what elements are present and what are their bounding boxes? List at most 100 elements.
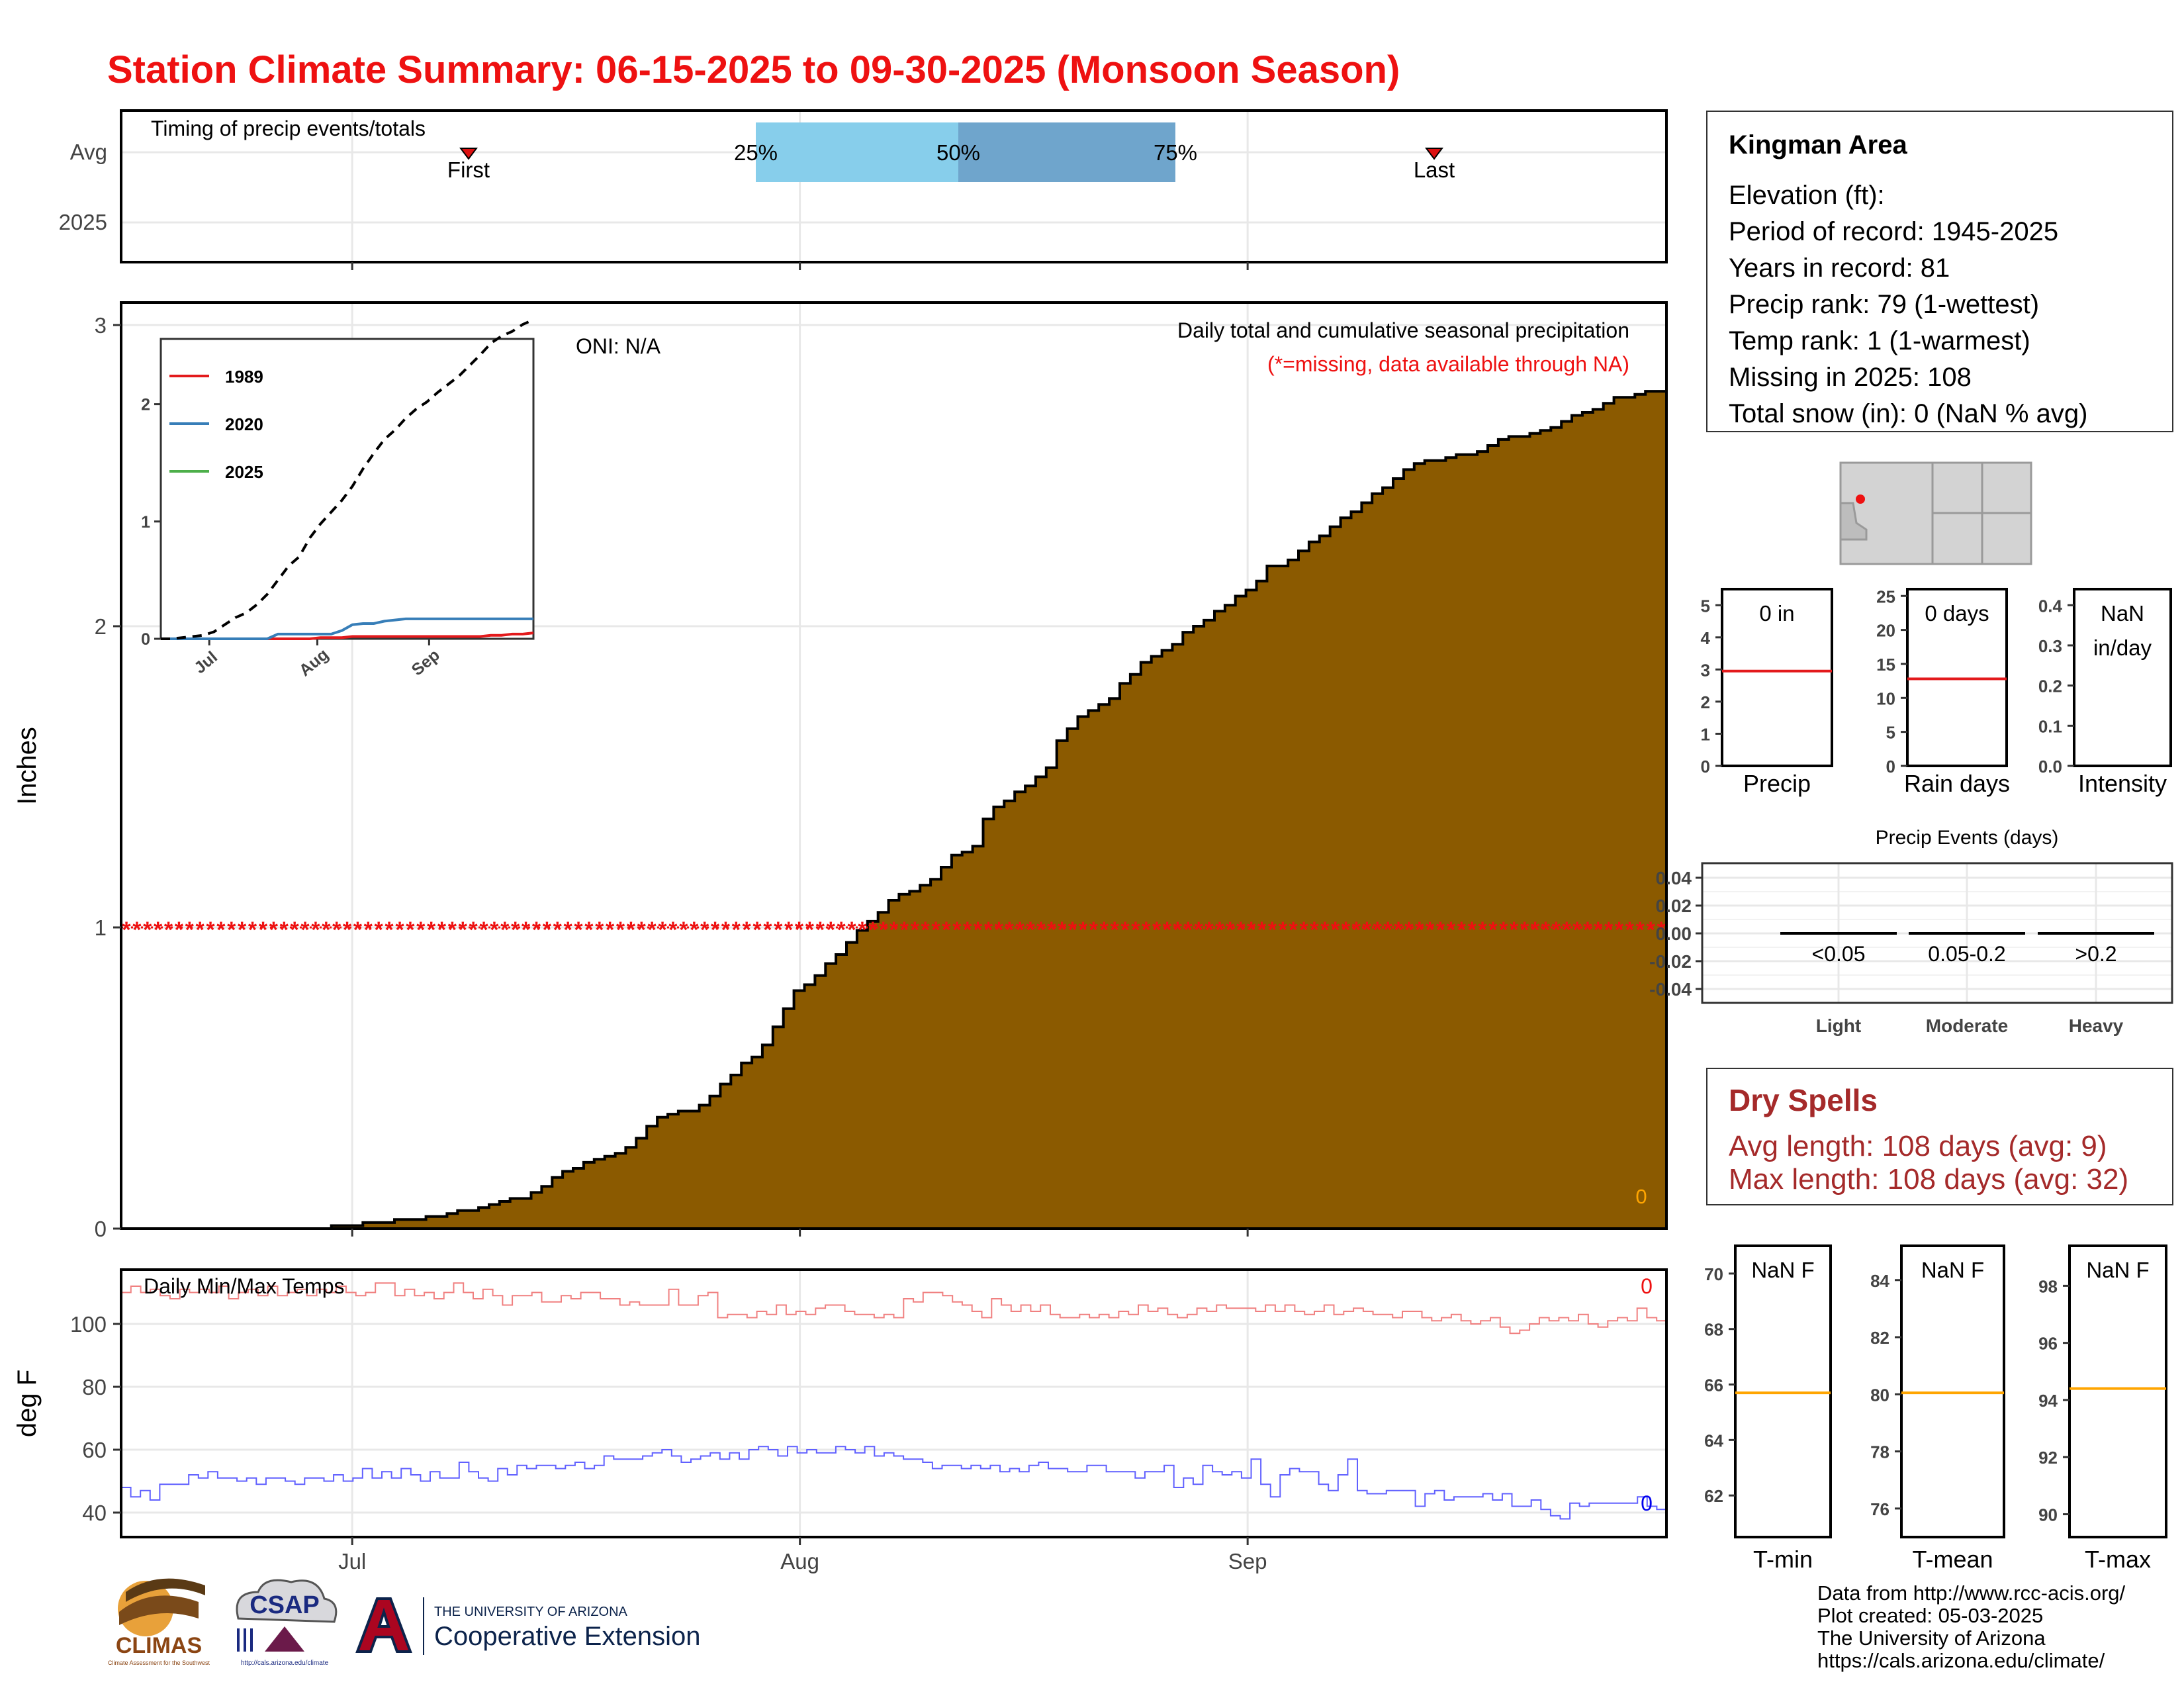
y-tick-label: 94 xyxy=(2038,1391,2058,1411)
y-tick-label: Avg xyxy=(70,140,107,164)
y-tick-label: 10 xyxy=(1876,688,1895,708)
inset-x-tick-label: Aug xyxy=(296,645,332,680)
missing-data-marker: * xyxy=(269,917,279,943)
missing-data-marker: * xyxy=(1047,917,1056,943)
locator-map-borders xyxy=(1931,463,2031,564)
inset-frame xyxy=(159,338,535,640)
summary-value-label: in/day xyxy=(2093,635,2152,660)
missing-data-marker: * xyxy=(343,917,352,943)
y-tick-label: 1 xyxy=(95,915,107,940)
page-title: Station Climate Summary: 06-15-2025 to 0… xyxy=(107,48,1400,91)
missing-data-marker: * xyxy=(711,917,720,943)
missing-data-marker: * xyxy=(563,917,572,943)
missing-data-marker: * xyxy=(1320,917,1330,943)
missing-data-marker: * xyxy=(164,917,173,943)
missing-data-marker: * xyxy=(1647,917,1656,943)
missing-data-marker: * xyxy=(1110,917,1119,943)
missing-data-marker: * xyxy=(448,917,457,943)
dry-spells-box: Dry Spells Avg length: 108 days (avg: 9)… xyxy=(1706,1068,2173,1205)
climas-logo-subtext: Climate Assessment for the Southwest xyxy=(108,1660,210,1666)
summary-panel-label: Intensity xyxy=(2078,770,2167,797)
climas-logo: CLIMAS Climate Assessment for the Southw… xyxy=(108,1578,210,1666)
missing-data-marker: * xyxy=(1015,917,1024,943)
events-panel-title: Precip Events (days) xyxy=(1876,827,2059,849)
missing-data-marker: * xyxy=(479,917,488,943)
missing-data-marker: * xyxy=(827,917,836,943)
summary-panel-frame xyxy=(2068,1244,2167,1538)
precip-summary-panels: 0 1 2 3 4 5 0 in Precip 0 5 10 15 20 25 0 days Rain day… xyxy=(1701,586,2172,797)
event-bar-label: >0.2 xyxy=(2075,942,2116,966)
missing-data-marker: * xyxy=(1289,917,1298,943)
missing-data-marker: * xyxy=(952,917,962,943)
missing-data-marker: * xyxy=(300,917,310,943)
locator-map xyxy=(1839,461,2032,565)
station-name: Kingman Area xyxy=(1729,130,1907,160)
missing-data-marker: * xyxy=(143,917,152,943)
missing-data-marker: * xyxy=(1383,917,1392,943)
missing-data-marker: * xyxy=(1268,917,1277,943)
y-tick-label: -0.02 xyxy=(1649,951,1692,972)
y-tick-label: 90 xyxy=(2038,1505,2058,1524)
y-tick-label: 68 xyxy=(1704,1320,1723,1340)
station-snow: Total snow (in): 0 (NaN % avg) xyxy=(1729,399,2088,428)
missing-data-marker: * xyxy=(395,917,404,943)
y-tick-label: 0.4 xyxy=(2038,596,2063,616)
y-tick-label: 70 xyxy=(1704,1264,1723,1284)
y-tick-label: 0.0 xyxy=(2038,757,2062,776)
missing-data-marker: * xyxy=(931,917,940,943)
missing-data-marker: * xyxy=(1510,917,1519,943)
missing-data-marker: * xyxy=(921,917,931,943)
temperature-summary-panels: 62 64 66 68 70 NaN F T-min 76 78 80 82 84 NaN F T-mea… xyxy=(1704,1244,2167,1573)
missing-data-marker: * xyxy=(238,917,247,943)
temp-panel-frame xyxy=(120,1268,1668,1538)
missing-data-marker: * xyxy=(1478,917,1487,943)
missing-data-marker: * xyxy=(1215,917,1224,943)
missing-data-marker: * xyxy=(963,917,972,943)
missing-data-marker: * xyxy=(584,917,594,943)
missing-data-marker: * xyxy=(837,917,846,943)
y-axis-label: Inches xyxy=(13,727,42,805)
station-temp-rank: Temp rank: 1 (1-warmest) xyxy=(1729,326,2030,355)
last-event-label: Last xyxy=(1414,158,1455,182)
quartile-50-75-bar xyxy=(958,122,1175,182)
missing-data-marker: * xyxy=(942,917,951,943)
missing-data-marker: * xyxy=(911,917,920,943)
missing-data-marker: * xyxy=(1152,917,1161,943)
missing-data-marker: * xyxy=(1447,917,1456,943)
max-temp-line xyxy=(121,1282,1666,1335)
csap-logo: CSAP http://cals.arizona.edu/climate xyxy=(236,1579,338,1667)
missing-data-marker: * xyxy=(543,917,552,943)
station-years: Years in record: 81 xyxy=(1729,254,1950,283)
missing-data-marker: * xyxy=(1100,917,1109,943)
x-tick-label: Light xyxy=(1816,1015,1861,1036)
y-tick-label: 1 xyxy=(1701,724,1710,744)
summary-panel-label: T-max xyxy=(2085,1546,2151,1573)
data-credits: Data from http://www.rcc-acis.org/ Plot … xyxy=(1817,1582,2125,1672)
locator-map-region xyxy=(1839,502,1868,541)
missing-data-marker: * xyxy=(500,917,510,943)
y-tick-label: 3 xyxy=(1701,660,1710,680)
cumulative-precip-panel: * * * * * * * * * * * * * * * * * * * * * * * * * * * * * * * * * * * * * * * *… xyxy=(13,301,1668,1241)
percentile-label: 75% xyxy=(1154,140,1197,165)
y-tick-label: 96 xyxy=(2038,1334,2058,1354)
missing-data-marker: * xyxy=(995,917,1004,943)
y-tick-label: 60 xyxy=(82,1438,107,1462)
missing-data-marker: * xyxy=(553,917,563,943)
missing-data-marker: * xyxy=(889,917,899,943)
inset-y-tick-label: 2 xyxy=(141,396,150,414)
missing-data-marker: * xyxy=(900,917,909,943)
inset-y-tick-label: 1 xyxy=(141,513,150,532)
cumulative-precip-step-line xyxy=(121,390,1666,1230)
inset-x-tick-label: Sep xyxy=(408,645,443,679)
y-tick-label: 0.2 xyxy=(2038,677,2062,696)
cooperative-extension-label: Cooperative Extension xyxy=(434,1622,700,1651)
first-event-label: First xyxy=(447,158,490,182)
missing-data-marker: * xyxy=(1625,917,1635,943)
missing-data-marker: * xyxy=(1488,917,1498,943)
first-event-marker xyxy=(459,148,478,160)
missing-data-marker: * xyxy=(1426,917,1435,943)
y-tick-label: 78 xyxy=(1870,1442,1889,1462)
credit-line: Plot created: 05-03-2025 xyxy=(1817,1604,2044,1627)
percentile-label: 25% xyxy=(734,140,778,165)
